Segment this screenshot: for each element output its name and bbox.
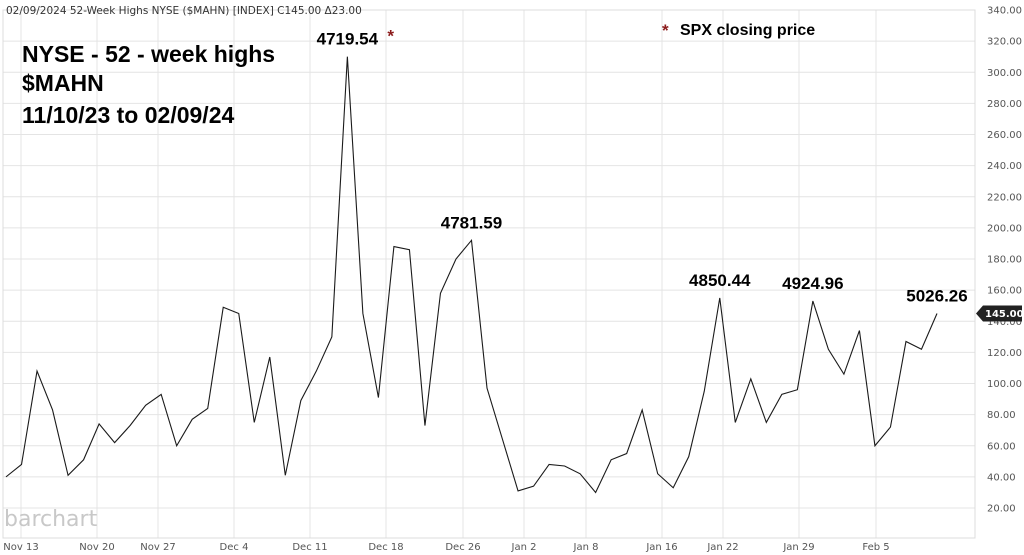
y-tick-label: 280.00 <box>987 99 1022 110</box>
annotation-label: 4924.96 <box>782 274 843 293</box>
y-tick-label: 240.00 <box>987 161 1022 172</box>
y-tick-label: 160.00 <box>987 286 1022 297</box>
x-tick-label: Nov 27 <box>140 542 175 553</box>
x-tick-label: Jan 8 <box>573 542 599 553</box>
annotation-label: 4719.54 <box>317 30 379 49</box>
annotation-label: 5026.26 <box>906 286 967 305</box>
y-tick-label: 140.00 <box>987 317 1022 328</box>
y-tick-label: 220.00 <box>987 192 1022 203</box>
x-tick-label: Nov 13 <box>3 542 38 553</box>
y-tick-label: 80.00 <box>987 410 1016 421</box>
x-tick-label: Dec 18 <box>368 542 403 553</box>
plot-frame <box>2 9 976 539</box>
barchart-logo: barchart <box>4 507 98 532</box>
title-line-2: $MAHN <box>22 70 104 96</box>
y-tick-label: 300.00 <box>987 68 1022 79</box>
legend-star: * <box>662 21 669 40</box>
y-tick-label: 180.00 <box>987 255 1022 266</box>
x-tick-label: Dec 11 <box>292 542 327 553</box>
x-tick-label: Dec 4 <box>220 542 249 553</box>
series-line <box>5 56 938 494</box>
x-tick-label: Nov 20 <box>79 542 114 553</box>
last-value-badge: 145.00 <box>976 305 1024 322</box>
annotation-star: * <box>387 27 394 46</box>
x-tick-label: Jan 16 <box>645 542 677 553</box>
y-tick-label: 100.00 <box>987 379 1022 390</box>
x-tick-label: Dec 26 <box>445 542 480 553</box>
chart-header: 02/09/2024 52-Week Highs NYSE ($MAHN) [I… <box>6 5 362 17</box>
x-axis: Nov 13 Nov 20 Nov 27 Dec 4 Dec 11 Dec 18 Dec 2… <box>3 542 889 553</box>
title-line-1: NYSE - 52 - week highs <box>22 41 275 67</box>
annotation-label: 4850.44 <box>689 271 751 290</box>
annotation-label: 4781.59 <box>441 213 502 232</box>
y-tick-label: 320.00 <box>987 37 1022 48</box>
y-tick-label: 20.00 <box>987 504 1016 515</box>
x-tick-label: Jan 2 <box>511 542 537 553</box>
legend-note: SPX closing price <box>680 22 815 39</box>
y-tick-label: 60.00 <box>987 441 1016 452</box>
y-tick-label: 260.00 <box>987 130 1022 141</box>
x-tick-label: Jan 29 <box>782 542 814 553</box>
badge-shape <box>976 305 1022 322</box>
badge-text: 145.00 <box>985 309 1024 320</box>
annotations: 4719.54 * 4781.59 4850.44 4924.96 5026.26 <box>317 27 968 306</box>
grid <box>2 9 976 539</box>
y-tick-label: 40.00 <box>987 472 1016 483</box>
y-tick-label: 340.00 <box>987 6 1022 17</box>
x-tick-label: Feb 5 <box>862 542 889 553</box>
y-tick-label: 120.00 <box>987 348 1022 359</box>
title-line-3: 11/10/23 to 02/09/24 <box>22 102 234 128</box>
y-tick-label: 200.00 <box>987 223 1022 234</box>
x-tick-label: Jan 22 <box>706 542 738 553</box>
y-axis: 20.00 40.00 60.00 80.00 100.00 120.00 140.00 16… <box>987 6 1022 515</box>
